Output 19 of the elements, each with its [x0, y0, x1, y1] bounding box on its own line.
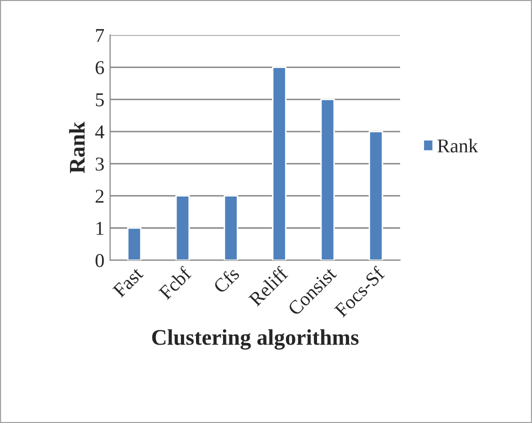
y-tick-label: 2 — [96, 190, 104, 203]
bar — [320, 98, 335, 260]
y-tick-label: 7 — [96, 29, 104, 42]
y-tick-label: 5 — [96, 93, 104, 106]
y-tick-label: 4 — [95, 126, 104, 138]
y-tick-label: 0 — [96, 254, 104, 268]
x-tick-label: Cfs — [212, 266, 240, 294]
x-axis-title: Clustering algorithms — [152, 329, 359, 350]
y-tick-label: 6 — [96, 61, 104, 74]
bar — [368, 130, 384, 260]
y-tick-label: 1 — [96, 222, 104, 235]
bar — [224, 195, 238, 260]
x-tick-label: Fast — [112, 266, 144, 298]
bar — [175, 195, 190, 260]
y-tick-label: 3 — [96, 158, 104, 171]
y-axis-title: Rank — [69, 122, 85, 174]
legend-label: Rank — [438, 138, 478, 152]
bar — [127, 227, 142, 260]
bar — [272, 66, 286, 260]
